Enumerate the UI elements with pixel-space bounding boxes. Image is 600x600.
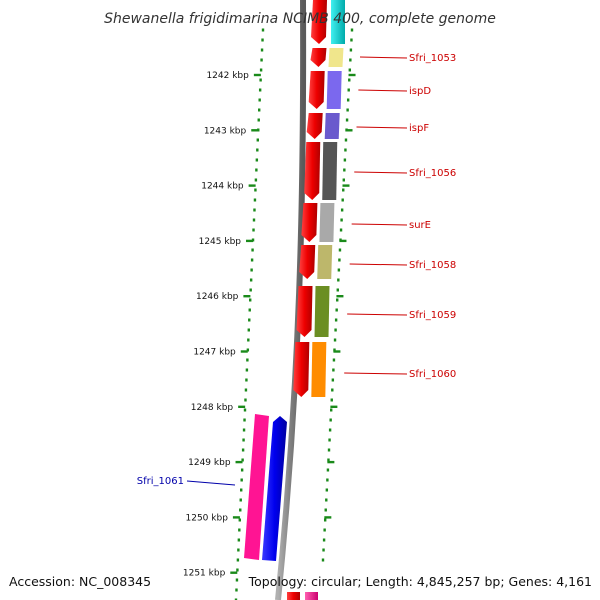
gene-box-top-partial (331, 0, 345, 44)
kbp-tick-mark (251, 129, 259, 132)
gene-box-Sfri_1059 (314, 286, 330, 337)
gene-arrow-ispF (306, 113, 323, 139)
gene-label-leader (356, 126, 408, 129)
gene-box-Sfri_1056 (322, 142, 338, 200)
kbp-tick-mark (235, 460, 243, 464)
gene-box-Sfri_1060 (311, 342, 327, 397)
gene-box-Sfri_1053 (328, 48, 344, 67)
kbp-tick-mark (240, 350, 248, 353)
gene-label-ispF[interactable]: ispF (409, 123, 429, 134)
kbp-tick-mark (246, 239, 254, 243)
kbp-tick-label: 1251 kbp (183, 569, 226, 579)
outer-tick-mark (324, 516, 332, 519)
kbp-tick-label: 1245 kbp (199, 237, 242, 247)
outer-tick-mark (339, 239, 347, 243)
gene-label-Sfri_1060[interactable]: Sfri_1060 (409, 369, 456, 380)
gene-arrow-top-partial (311, 0, 327, 44)
inner-dotted-track (234, 28, 265, 600)
outer-tick-mark (336, 295, 344, 298)
outer-tick-mark (342, 184, 350, 187)
kbp-tick-mark (248, 184, 256, 187)
kbp-tick-mark (232, 516, 240, 519)
gene-arrow-Sfri_1061 (262, 416, 287, 561)
outer-tick-mark (330, 405, 338, 408)
gene-label-leader (358, 89, 408, 92)
gene-label-Sfri_1053[interactable]: Sfri_1053 (409, 53, 456, 64)
kbp-tick-label: 1244 kbp (201, 182, 244, 192)
accession-label: Accession: NC_008345 (9, 574, 151, 589)
genome-summary: Topology: circular; Length: 4,845,257 bp… (248, 574, 592, 589)
gene-label-leader (349, 263, 408, 266)
gene-label-Sfri_1058[interactable]: Sfri_1058 (409, 260, 456, 271)
gene-label-ispD[interactable]: ispD (409, 86, 431, 97)
tick-layer: 1242 kbp 1243 kbp 1244 kbp 1245 kbp 1246 kbp… (183, 28, 356, 600)
gene-box-ispF (324, 113, 340, 139)
kbp-tick-mark (238, 405, 246, 408)
gene-arrow-surE (301, 203, 318, 242)
kbp-tick-label: 1242 kbp (206, 71, 249, 81)
gene-arrow-Sfri_1059 (296, 286, 313, 337)
kbp-tick-label: 1246 kbp (196, 292, 239, 302)
gene-box-Sfri_1061 (244, 414, 269, 560)
kbp-tick-mark (243, 295, 251, 298)
gene-box-surE (319, 203, 335, 242)
outer-tick-mark (348, 73, 356, 77)
gene-arrow-bottom-partial (287, 592, 300, 600)
feature-layer (244, 0, 345, 600)
kbp-tick-label: 1250 kbp (186, 513, 229, 523)
outer-tick-mark (327, 460, 335, 464)
kbp-tick-label: 1248 kbp (191, 403, 234, 413)
gene-label-leader (186, 480, 236, 486)
gene-arrow-Sfri_1058 (299, 245, 316, 279)
outer-tick-mark (333, 350, 341, 353)
kbp-tick-mark (253, 73, 261, 77)
gene-arrow-Sfri_1060 (293, 342, 310, 397)
gene-label-leader (359, 56, 408, 59)
kbp-tick-label: 1249 kbp (188, 458, 231, 468)
gene-label-leader (344, 372, 408, 375)
kbp-tick-label: 1243 kbp (204, 126, 247, 136)
label-layer: Sfri_1053 ispD ispF Sfri_1056 surE Sfri_1058 S… (137, 53, 456, 487)
gene-arrow-Sfri_1053 (310, 48, 327, 67)
gene-label-leader (354, 171, 408, 174)
gene-box-ispD (326, 71, 342, 109)
gene-arrow-ispD (308, 71, 325, 109)
gene-label-leader (351, 223, 408, 226)
gene-label-Sfri_1061[interactable]: Sfri_1061 (137, 476, 184, 487)
outer-tick-mark (345, 129, 353, 132)
gene-label-Sfri_1059[interactable]: Sfri_1059 (409, 310, 456, 321)
gene-box-Sfri_1058 (317, 245, 333, 279)
gene-label-leader (347, 313, 408, 316)
kbp-tick-label: 1247 kbp (193, 348, 236, 358)
gene-label-Sfri_1056[interactable]: Sfri_1056 (409, 168, 456, 179)
map-title: Shewanella frigidimarina NCIMB 400, comp… (104, 11, 496, 27)
gene-box-bottom-partial (305, 592, 318, 600)
gene-arrow-Sfri_1056 (304, 142, 321, 200)
kbp-tick-mark (230, 571, 238, 574)
gene-label-surE[interactable]: surE (409, 220, 431, 231)
